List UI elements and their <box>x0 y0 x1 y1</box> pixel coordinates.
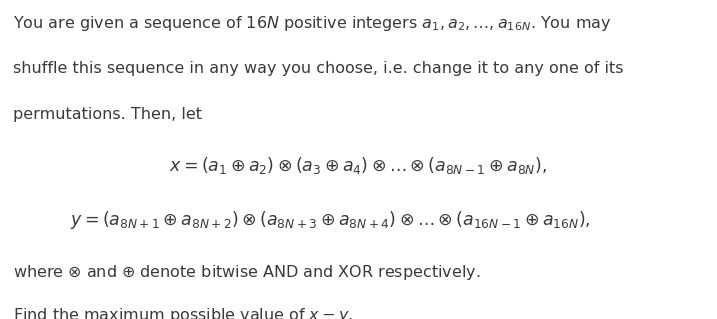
Text: $y = (a_{8N+1} \oplus a_{8N+2}) \otimes (a_{8N+3} \oplus a_{8N+4}) \otimes \ldot: $y = (a_{8N+1} \oplus a_{8N+2}) \otimes … <box>70 209 590 231</box>
Text: You are given a sequence of $16N$ positive integers $a_1, a_2, \ldots, a_{16N}$.: You are given a sequence of $16N$ positi… <box>13 14 612 33</box>
Text: $x = (a_1 \oplus a_2) \otimes (a_3 \oplus a_4) \otimes \ldots \otimes (a_{8N-1} : $x = (a_1 \oplus a_2) \otimes (a_3 \oplu… <box>169 155 548 176</box>
Text: where $\otimes$ and $\oplus$ denote bitwise AND and XOR respectively.: where $\otimes$ and $\oplus$ denote bitw… <box>13 263 480 282</box>
Text: Find the maximum possible value of $x - y$.: Find the maximum possible value of $x - … <box>13 306 353 319</box>
Text: permutations. Then, let: permutations. Then, let <box>13 107 202 122</box>
Text: shuffle this sequence in any way you choose, i.e. change it to any one of its: shuffle this sequence in any way you cho… <box>13 61 623 76</box>
